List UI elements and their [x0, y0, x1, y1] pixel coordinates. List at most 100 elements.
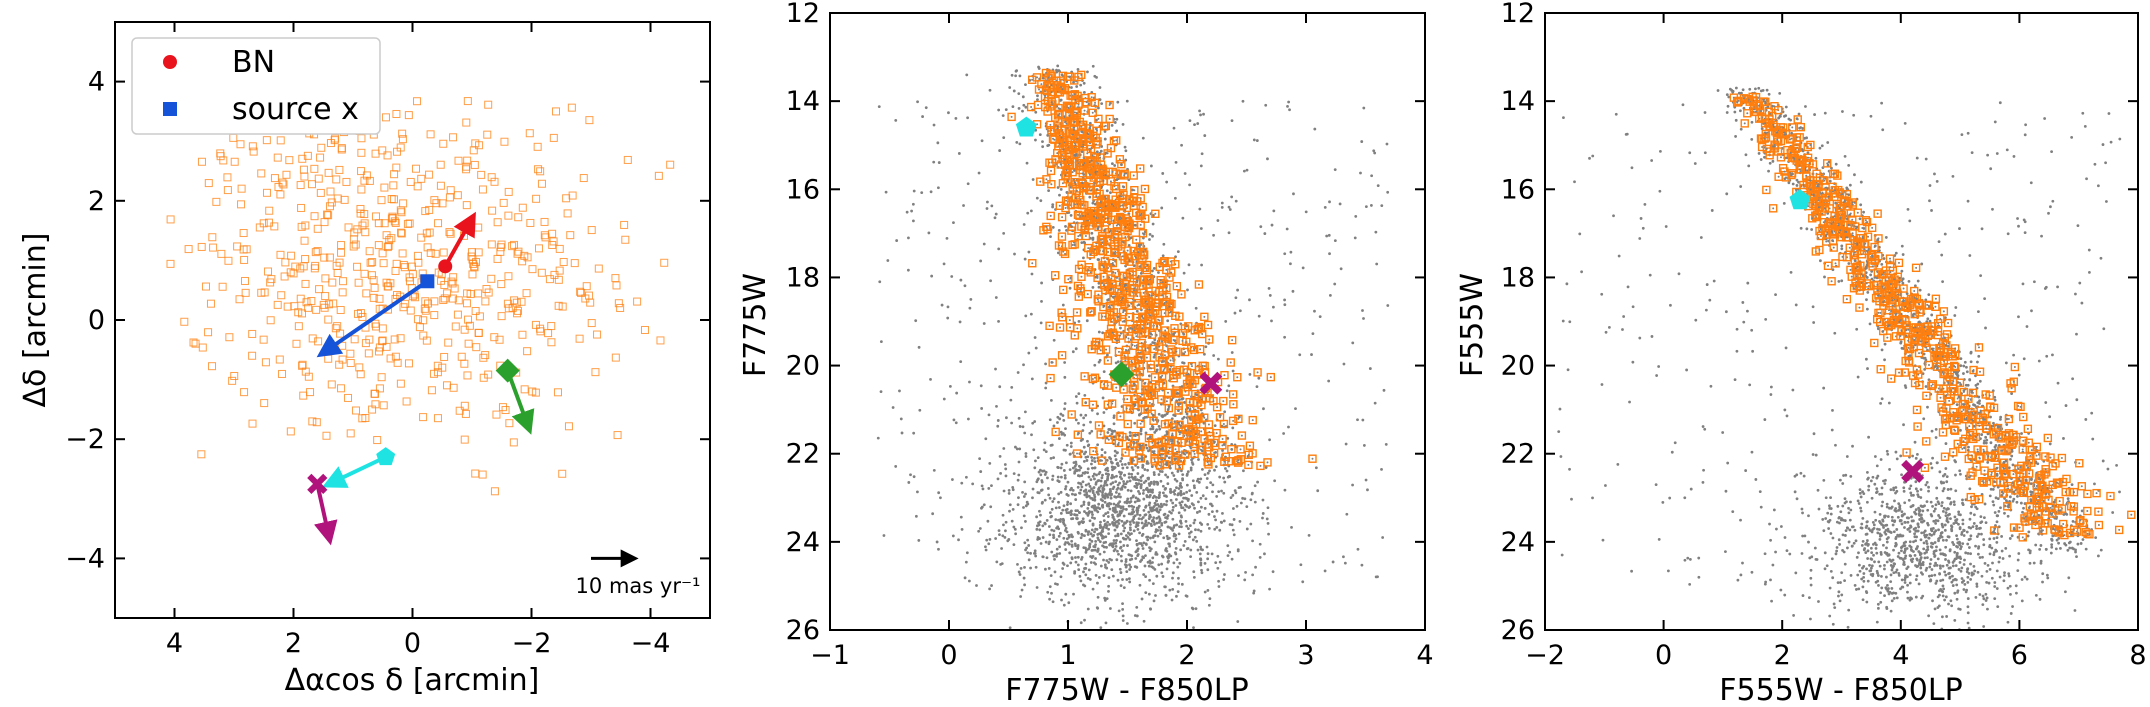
field-star-point	[1157, 424, 1161, 428]
field-star-point	[1051, 203, 1055, 206]
field-star-point	[1080, 520, 1084, 523]
field-star-point	[937, 491, 941, 495]
y-tick-label: 2	[88, 186, 105, 217]
member-marker	[555, 266, 564, 275]
field-star-point	[964, 560, 968, 564]
field-star-point	[1047, 542, 1051, 546]
field-star-point	[1000, 547, 1003, 550]
field-star-point	[1044, 567, 1047, 571]
field-star-point	[1177, 398, 1181, 402]
field-star-point	[1173, 540, 1176, 543]
member-marker	[568, 191, 577, 200]
field-star-point	[1119, 540, 1122, 544]
field-star-point	[1354, 215, 1358, 218]
field-star-point	[1342, 362, 1346, 366]
field-star-point	[1372, 149, 1376, 153]
field-star-point	[1096, 443, 1100, 447]
field-star-point	[1044, 362, 1047, 366]
field-star-point	[1287, 425, 1290, 429]
field-star-point	[1063, 476, 1067, 480]
member-marker	[612, 281, 621, 290]
field-star-point	[1142, 573, 1146, 576]
member-star-point	[1114, 272, 1117, 275]
position-y-axis-label: Δδ [arcmin]	[18, 233, 53, 408]
field-star-point	[1044, 386, 1048, 390]
field-star-point	[1093, 493, 1096, 497]
member-marker	[332, 261, 341, 270]
field-star-point	[1110, 558, 1113, 562]
member-marker	[377, 196, 386, 205]
field-star-point	[942, 262, 946, 266]
field-star-point	[1249, 498, 1253, 502]
member-marker	[375, 384, 384, 393]
member-star-point	[1213, 451, 1216, 454]
field-star-point	[1039, 473, 1043, 477]
field-star-point	[982, 322, 986, 325]
member-marker	[273, 153, 282, 162]
field-star-point	[1040, 488, 1044, 492]
member-marker	[298, 154, 307, 163]
field-star-point	[1135, 279, 1139, 283]
field-star-point	[1093, 460, 1097, 464]
member-marker	[166, 259, 175, 268]
member-star-point	[1084, 235, 1087, 238]
field-star-point	[1018, 447, 1022, 451]
field-star-point	[1173, 489, 1177, 492]
field-star-point	[1183, 401, 1186, 404]
field-star-point	[1066, 503, 1069, 506]
field-star-point	[1128, 580, 1132, 584]
field-star-point	[1072, 592, 1075, 596]
member-marker	[360, 269, 369, 278]
field-star-point	[1385, 142, 1389, 146]
y-tick-label: 0	[88, 305, 105, 336]
field-star-point	[1017, 106, 1021, 110]
field-star-point	[1242, 169, 1246, 173]
member-marker	[463, 371, 472, 380]
field-star-point	[1127, 438, 1131, 442]
member-marker	[224, 256, 233, 265]
field-star-point	[995, 404, 998, 408]
member-star-point	[1140, 342, 1143, 345]
field-star-point	[996, 419, 1000, 422]
field-star-point	[1147, 517, 1151, 521]
field-star-point	[1110, 465, 1114, 469]
member-marker	[413, 315, 422, 324]
field-star-point	[894, 118, 898, 122]
field-star-point	[1017, 473, 1021, 477]
field-star-point	[1125, 99, 1129, 103]
member-marker	[320, 253, 329, 262]
field-star-point	[1086, 513, 1090, 517]
field-star-point	[1085, 319, 1089, 323]
field-star-point	[1223, 410, 1227, 414]
member-star-point	[1199, 348, 1202, 351]
field-star-point	[1163, 487, 1167, 491]
member-star-point	[1106, 359, 1109, 362]
member-marker	[325, 202, 334, 211]
field-star-point	[1039, 321, 1043, 325]
field-star-point	[1132, 529, 1136, 533]
member-marker	[383, 282, 392, 291]
member-star-point	[1180, 459, 1183, 462]
field-star-point	[1226, 554, 1230, 558]
member-marker	[233, 242, 242, 251]
field-star-point	[1093, 508, 1097, 512]
member-star-point	[1054, 430, 1057, 433]
member-marker	[336, 306, 345, 315]
field-star-point	[1093, 477, 1096, 481]
field-star-point	[1094, 557, 1097, 560]
member-marker	[537, 179, 546, 188]
field-star-point	[1151, 508, 1155, 512]
field-star-point	[1014, 532, 1018, 536]
field-star-point	[1176, 565, 1180, 569]
member-marker	[474, 223, 483, 232]
field-star-point	[1138, 583, 1142, 587]
member-marker	[310, 212, 319, 221]
field-star-point	[1113, 528, 1117, 532]
member-star-point	[1222, 400, 1225, 403]
member-star-point	[1160, 453, 1163, 456]
member-marker	[308, 417, 317, 426]
field-star-point	[1198, 510, 1202, 513]
member-star-point	[1153, 376, 1156, 379]
field-star-point	[962, 204, 965, 207]
member-star-point	[1099, 433, 1102, 436]
